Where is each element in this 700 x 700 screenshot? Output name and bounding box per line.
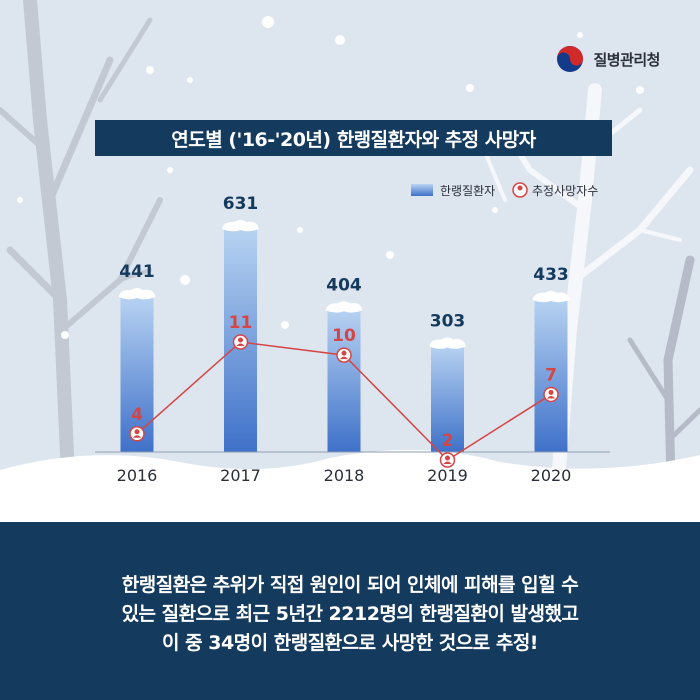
death-point: 10 xyxy=(332,326,356,363)
bar-value-label: 303 xyxy=(430,311,466,331)
person-icon xyxy=(445,455,450,461)
death-point: 7 xyxy=(543,365,559,403)
bar-2019 xyxy=(431,343,464,452)
person-icon-body xyxy=(236,343,245,346)
logo: 질병관리청 xyxy=(555,44,660,74)
person-icon-body xyxy=(443,461,452,464)
death-value-label: 10 xyxy=(332,326,356,346)
bar-value-label: 433 xyxy=(533,265,569,285)
chart: 한랭질환자 추정사망자수 441 631 404 303 433 2016 2017 2018… xyxy=(95,182,610,485)
person-icon-body xyxy=(133,435,141,438)
death-value-label: 2 xyxy=(442,431,454,451)
legend-label-deaths: 추정사망자수 xyxy=(532,184,598,198)
death-value-label: 7 xyxy=(545,365,557,385)
bar-2016 xyxy=(120,294,154,452)
chart-title: 연도별 ('16-'20년) 한랭질환자와 추정 사망자 xyxy=(171,128,536,151)
person-icon-body xyxy=(547,395,555,399)
x-tick-label: 2018 xyxy=(324,466,365,485)
title-bar: 연도별 ('16-'20년) 한랭질환자와 추정 사망자 xyxy=(95,120,612,156)
caption-line-3: 이 중 34명이 한랭질환으로 사망한 것으로 추정! xyxy=(162,631,538,654)
death-value-label: 11 xyxy=(229,313,253,333)
bar-snow-cap xyxy=(118,288,156,300)
death-point: 4 xyxy=(129,405,145,442)
bar-snow-cap xyxy=(325,301,363,313)
person-icon xyxy=(134,429,140,435)
legend-label-patients: 한랭질환자 xyxy=(440,184,495,198)
bar-snow-cap xyxy=(222,220,259,232)
person-icon xyxy=(238,337,243,343)
x-tick-label: 2016 xyxy=(117,466,158,485)
x-tick-label: 2019 xyxy=(427,466,468,485)
snowflakes-decoration xyxy=(17,16,644,339)
legend: 한랭질환자 추정사망자수 xyxy=(411,182,598,198)
bar-snow-cap xyxy=(429,337,466,349)
left-tree-icon xyxy=(0,0,163,527)
person-icon xyxy=(548,389,554,395)
bar-value-label: 404 xyxy=(326,275,362,295)
person-icon-body xyxy=(340,356,348,360)
caption-line-2: 있는 질환으로 최근 5년간 2212명의 한랭질환이 발생했고 xyxy=(121,602,579,625)
bar-2018 xyxy=(327,307,361,452)
taegeuk-logo-icon xyxy=(557,46,584,72)
caption-panel: 한랭질환은 추위가 직접 원인이 되어 인체에 피해를 입힐 수 있는 질환으로… xyxy=(0,522,700,700)
death-point: 11 xyxy=(229,313,253,350)
bar-2020 xyxy=(534,296,568,452)
logo-text: 질병관리청 xyxy=(593,50,660,69)
bar-snow-cap xyxy=(532,290,570,303)
x-tick-label: 2017 xyxy=(220,466,261,485)
person-icon xyxy=(341,350,347,356)
death-point: 2 xyxy=(439,431,456,468)
caption-line-1: 한랭질환은 추위가 직접 원인이 되어 인체에 피해를 입힐 수 xyxy=(121,573,579,596)
x-tick-label: 2020 xyxy=(531,466,572,485)
death-value-label: 4 xyxy=(131,405,143,425)
legend-swatch-patients xyxy=(411,184,433,196)
legend-marker-deaths-icon xyxy=(517,185,523,191)
bar-value-label: 631 xyxy=(223,194,259,214)
bar-value-label: 441 xyxy=(119,262,155,282)
